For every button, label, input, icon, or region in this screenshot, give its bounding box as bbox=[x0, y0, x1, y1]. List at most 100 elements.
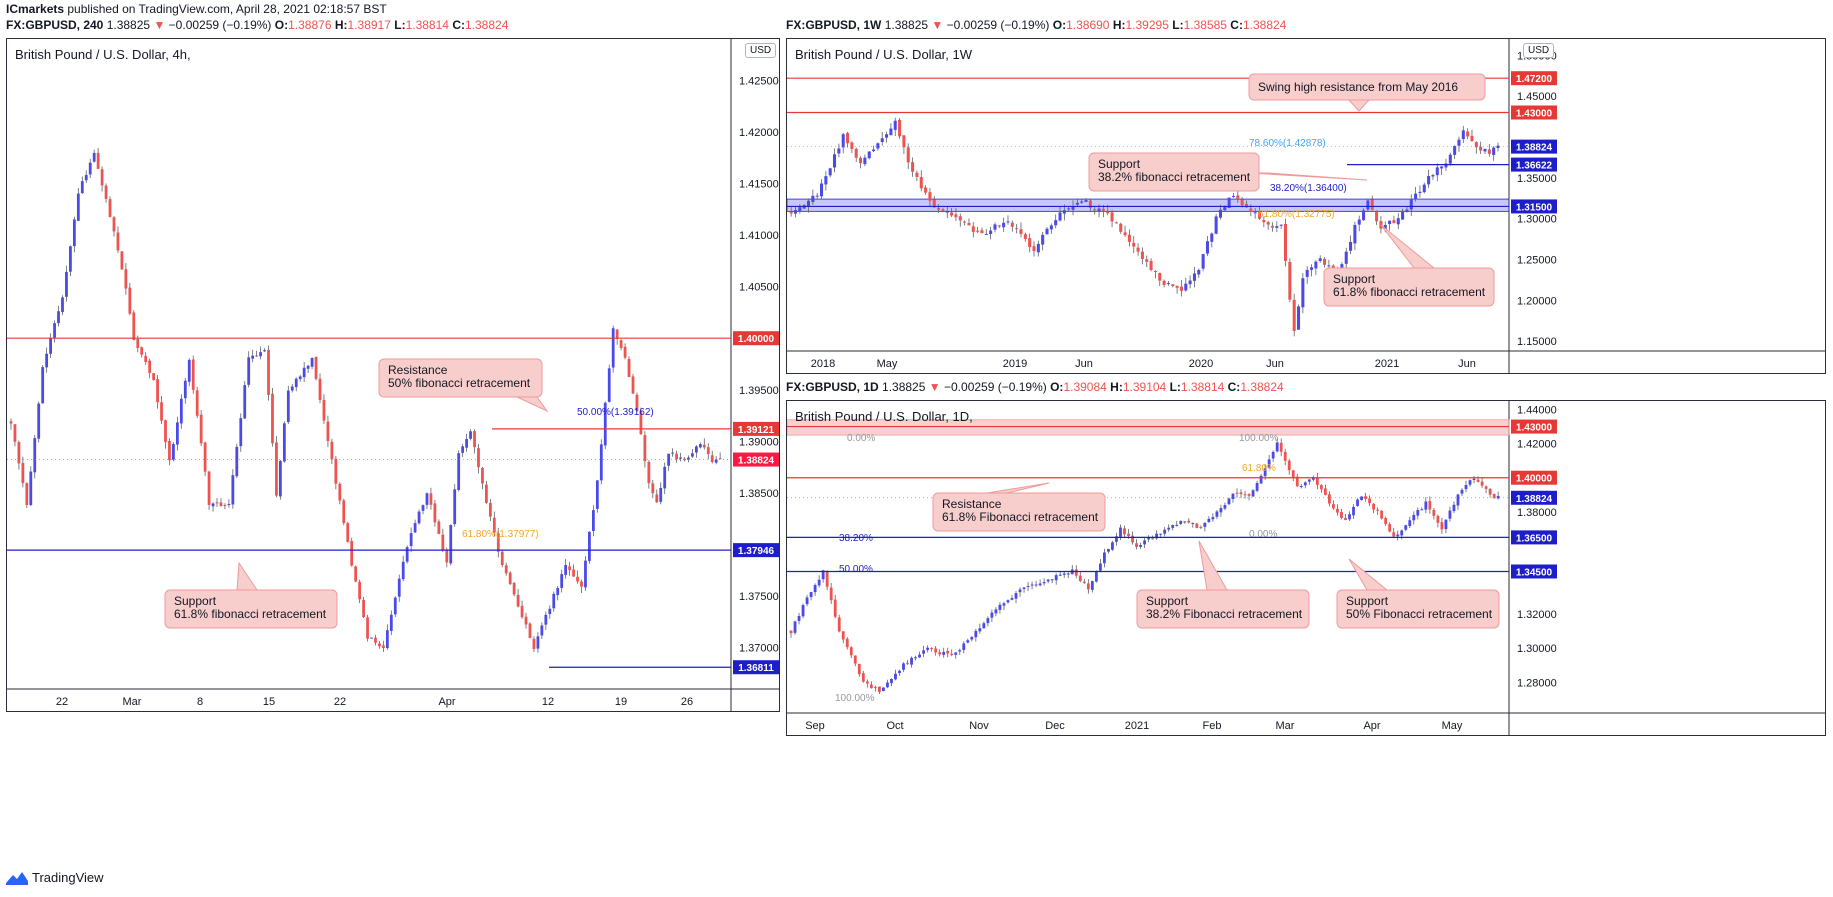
candle-body bbox=[1082, 581, 1086, 584]
candle-body bbox=[152, 373, 155, 381]
candle-body bbox=[1288, 262, 1292, 300]
candle-body bbox=[496, 533, 500, 552]
fib-label: 61.80%(1.32775) bbox=[1258, 209, 1335, 220]
candle-body bbox=[544, 614, 548, 625]
candle-body bbox=[1054, 220, 1058, 226]
x-tick-label: 22 bbox=[56, 696, 68, 708]
candle-body bbox=[9, 421, 13, 424]
zone-rect bbox=[787, 419, 1510, 436]
candle-body bbox=[1147, 537, 1151, 540]
candle-body bbox=[1299, 486, 1303, 488]
candle-body bbox=[322, 399, 326, 421]
fib-label: 50.00% bbox=[839, 564, 873, 575]
close-value: 1.38824 bbox=[1240, 380, 1284, 394]
y-tick-label: 1.35000 bbox=[1517, 173, 1557, 185]
candle-body bbox=[1151, 538, 1155, 540]
candle-body bbox=[1110, 212, 1114, 222]
candle-body bbox=[588, 531, 591, 561]
candle-body bbox=[1353, 225, 1357, 244]
candle-body bbox=[980, 230, 984, 234]
callout-text: Support bbox=[174, 594, 217, 608]
candle-body bbox=[1448, 154, 1452, 164]
candle-body bbox=[568, 566, 571, 571]
candle-body bbox=[1136, 247, 1140, 252]
y-tick-label: 1.38000 bbox=[1517, 507, 1557, 519]
candle-body bbox=[1287, 460, 1291, 471]
candle-body bbox=[970, 636, 974, 640]
candle-body bbox=[508, 572, 512, 585]
candle-body bbox=[512, 582, 516, 595]
fib-label: 100.00% bbox=[1239, 433, 1279, 444]
candle-body bbox=[1207, 518, 1211, 523]
price-level-value: 1.36622 bbox=[1516, 161, 1553, 172]
candle-body bbox=[112, 217, 116, 232]
candle-body bbox=[1400, 530, 1404, 536]
candle-body bbox=[314, 356, 318, 379]
candle-body bbox=[1283, 451, 1287, 461]
current-price-tag: 1.38824 bbox=[733, 452, 779, 467]
candle-body bbox=[950, 653, 954, 656]
candle-body bbox=[910, 657, 913, 665]
price-level-value: 1.40000 bbox=[1516, 474, 1553, 485]
candle-body bbox=[1002, 222, 1006, 228]
price-level-value: 1.36811 bbox=[738, 663, 774, 674]
price-level-tag-bg bbox=[1511, 199, 1557, 214]
candle-body bbox=[1249, 208, 1253, 212]
candle-body bbox=[958, 216, 962, 221]
candle-body bbox=[429, 493, 433, 505]
candle-body bbox=[1388, 524, 1392, 532]
candle-body bbox=[714, 459, 718, 463]
candle-body bbox=[911, 162, 915, 172]
candle-body bbox=[370, 637, 373, 639]
current-price-tag: 1.38824 bbox=[1511, 490, 1557, 505]
candle-body bbox=[290, 386, 294, 391]
candle-body bbox=[1026, 585, 1030, 587]
candle-body bbox=[889, 128, 893, 136]
candle-body bbox=[1102, 552, 1106, 564]
candle-body bbox=[504, 565, 508, 574]
y-tick-label: 1.30000 bbox=[1517, 214, 1557, 226]
y-tick-label: 1.37000 bbox=[739, 643, 779, 655]
tradingview-footer[interactable]: TradingView bbox=[6, 870, 104, 885]
annotation-callout: Swing high resistance from May 2016 bbox=[1248, 73, 1486, 112]
candle-body bbox=[1319, 485, 1323, 490]
candle-body bbox=[1214, 216, 1218, 234]
callout-box bbox=[932, 492, 1106, 532]
currency-badge[interactable]: USD bbox=[745, 43, 777, 58]
candle-body bbox=[1155, 533, 1159, 539]
price-level-value: 1.43000 bbox=[1516, 423, 1553, 434]
candle-body bbox=[41, 367, 45, 404]
candle-body bbox=[1383, 224, 1387, 230]
candle-body bbox=[25, 483, 29, 505]
candle-body bbox=[627, 358, 631, 377]
x-tick-label: Jun bbox=[1458, 358, 1476, 370]
candle-body bbox=[1184, 283, 1188, 291]
currency-badge[interactable]: USD bbox=[1523, 43, 1555, 58]
candle-body bbox=[1284, 224, 1288, 261]
candle-body bbox=[13, 424, 17, 442]
candle-body bbox=[1159, 533, 1163, 535]
candle-body bbox=[473, 431, 476, 448]
candle-body bbox=[560, 574, 564, 588]
candle-body bbox=[906, 147, 910, 163]
chart-panel-w1[interactable]: 1.472001.430001.366221.315001.388241.500… bbox=[786, 38, 1826, 374]
candle-body bbox=[1236, 195, 1240, 199]
candle-body bbox=[1030, 584, 1034, 586]
price-level-value: 1.47200 bbox=[1516, 74, 1553, 85]
chart-panel-h4[interactable]: 1.40000 1.39121 1.37946 1.36811 1.38824 1.425… bbox=[6, 38, 780, 712]
y-tick-label: 1.39000 bbox=[739, 436, 779, 448]
candle-body bbox=[520, 605, 524, 618]
fib-label: 0.00% bbox=[847, 433, 875, 444]
x-tick-label: 15 bbox=[263, 696, 275, 708]
candle-body bbox=[1231, 195, 1235, 197]
candle-body bbox=[837, 148, 841, 154]
candle-body bbox=[846, 133, 850, 144]
candle-body bbox=[1392, 220, 1396, 224]
candle-body bbox=[1262, 219, 1266, 223]
candle-body bbox=[877, 686, 881, 692]
y-tick-label: 1.42000 bbox=[739, 127, 779, 139]
chart-panel-d1[interactable]: 1.43000 1.40000 1.36500 1.34500 1.38824 1.440… bbox=[786, 400, 1826, 736]
candle-body bbox=[548, 608, 552, 614]
candle-body bbox=[49, 338, 52, 354]
